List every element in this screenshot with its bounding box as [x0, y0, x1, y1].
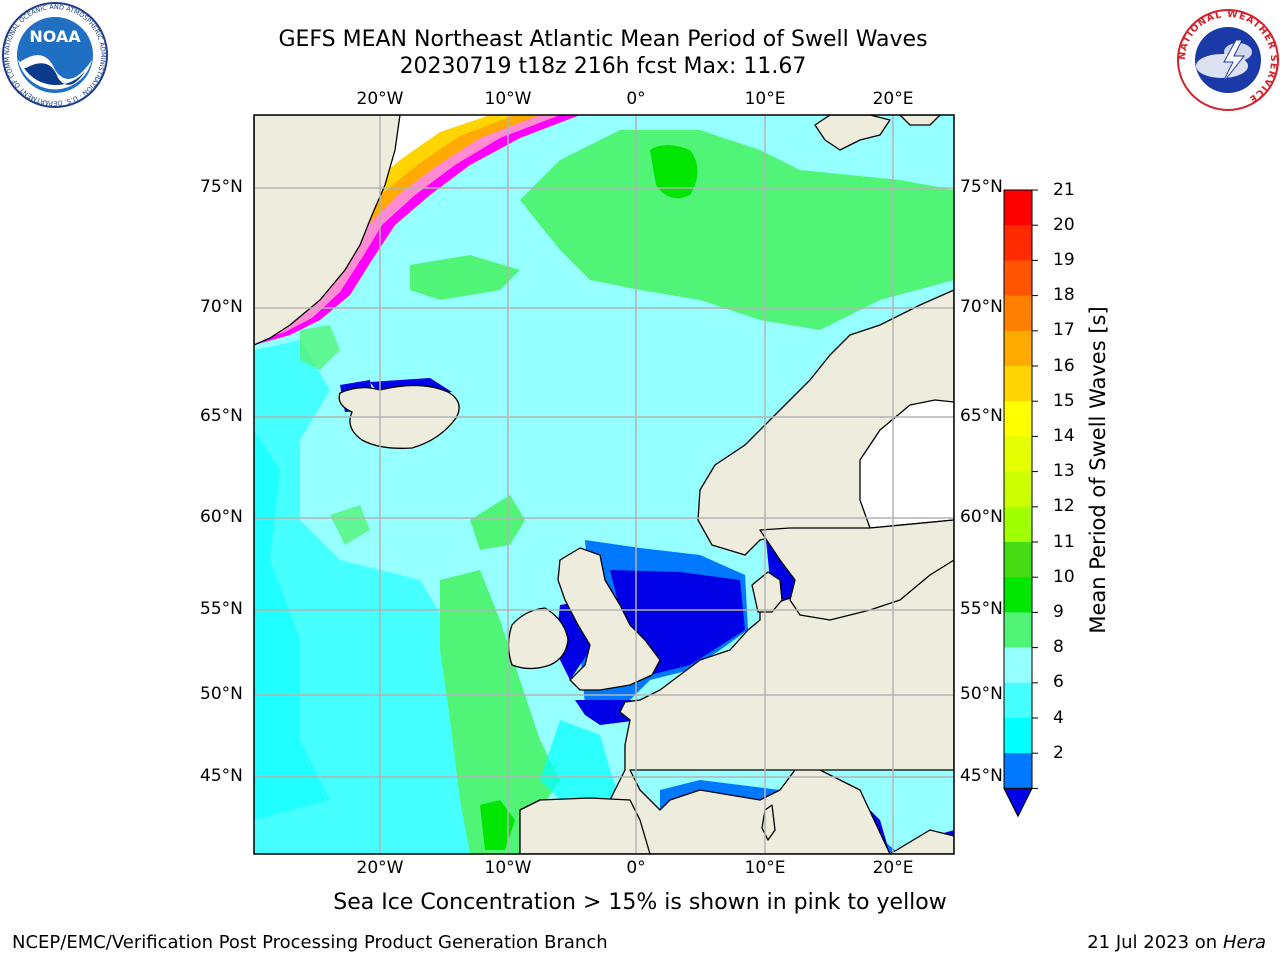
lon-label-top: 20°E: [872, 89, 914, 109]
baltic-coast: [759, 519, 954, 621]
lat-label-right: 45°N: [960, 766, 1003, 786]
lat-label-right: 60°N: [960, 507, 1003, 527]
lon-label-top: 20°W: [356, 89, 404, 109]
colorbar-segment: [1004, 190, 1032, 226]
lat-label-left: 75°N: [200, 177, 243, 197]
svalbard: [814, 115, 891, 151]
footer-branch: NCEP/EMC/Verification Post Processing Pr…: [12, 932, 608, 953]
map-frame: [253, 114, 955, 855]
ireland: [507, 607, 569, 670]
noaa-logo: NATIONAL OCEANIC AND ATMOSPHERIC ADMINIS…: [0, 0, 108, 108]
colorbar-tick-label: 21: [1053, 180, 1075, 200]
colorbar-segment: [1004, 612, 1032, 649]
land-masses: [254, 115, 954, 854]
colorbar-tick-label: 15: [1053, 391, 1075, 411]
colorbar-tick-label: 4: [1053, 708, 1064, 728]
swell-region-9s-norwegian-sea: [520, 130, 954, 330]
map-title: GEFS MEAN Northeast Atlantic Mean Period…: [278, 27, 928, 52]
colorbar-tick-label: 14: [1053, 426, 1075, 446]
colorbar-tick-label: 12: [1053, 496, 1075, 516]
colorbar-tick-label: 19: [1053, 250, 1075, 270]
footer-date: 21 Jul 2023 on Hera: [1087, 932, 1266, 953]
colorbar-label: Mean Period of Swell Waves [s]: [1086, 306, 1110, 634]
colorbar-segment: [1004, 366, 1032, 402]
colorbar-extend-arrow: [1003, 787, 1033, 818]
lat-label-right: 75°N: [960, 177, 1003, 197]
colorbar-segment: [1004, 401, 1032, 437]
colorbar-segment: [1004, 753, 1032, 789]
colorbar-segment: [1004, 225, 1032, 261]
colorbar-tick-label: 9: [1053, 602, 1064, 622]
colorbar-segment: [1004, 471, 1032, 508]
colorbar-segment: [1004, 647, 1032, 684]
footer-machine: Hera: [1222, 932, 1266, 953]
iberia: [519, 797, 651, 854]
lon-label-top: 10°W: [484, 89, 532, 109]
colorbar-segment: [1004, 436, 1032, 473]
lat-label-left: 55°N: [200, 599, 243, 619]
lat-label-right: 55°N: [960, 599, 1003, 619]
denmark: [751, 571, 783, 613]
greenland: [254, 115, 401, 346]
nws-logo: NATIONAL WEATHER SERVICE: [1177, 9, 1279, 111]
colorbar-segment: [1004, 260, 1032, 297]
colorbar-tick-label: 18: [1053, 285, 1075, 305]
colorbar-tick-label: 13: [1053, 461, 1075, 481]
graticule: [254, 115, 954, 854]
colorbar-segment: [1004, 718, 1032, 754]
colorbar: [1003, 189, 1038, 818]
colorbar-tick-label: 16: [1053, 356, 1075, 376]
swell-region-9s-atlantic: [440, 570, 560, 854]
swell-region-6s: [254, 430, 330, 820]
lon-label-bottom: 20°E: [872, 858, 914, 878]
noaa-logo-text: NOAA: [29, 27, 81, 46]
colorbar-segment: [1004, 542, 1032, 578]
map-subtitle: 20230719 t18z 216h fcst Max: 11.67: [399, 54, 807, 79]
colorbar-segment: [1004, 682, 1032, 719]
colorbar-segment: [1004, 295, 1032, 332]
lat-label-right: 50°N: [960, 684, 1003, 704]
lon-label-bottom: 10°W: [484, 858, 532, 878]
colorbar-tick-label: 8: [1053, 637, 1064, 657]
colorbar-segment: [1004, 330, 1032, 367]
colorbar-tick-label: 17: [1053, 320, 1075, 340]
colorbar-tick-label: 11: [1053, 532, 1075, 552]
colorbar-tick-label: 6: [1053, 672, 1064, 692]
great-britain: [557, 547, 661, 691]
lat-label-left: 45°N: [200, 766, 243, 786]
lon-label-bottom: 10°E: [744, 858, 786, 878]
lon-label-bottom: 0°: [626, 858, 646, 878]
lat-label-left: 60°N: [200, 507, 243, 527]
map-plot: [254, 115, 954, 854]
swell-region-10s: [650, 145, 698, 199]
colorbar-segment: [1004, 577, 1032, 613]
lon-label-bottom: 20°W: [356, 858, 404, 878]
colorbar-tick-label: 10: [1053, 567, 1075, 587]
colorbar-segment: [1004, 506, 1032, 543]
sea-ice-caption: Sea Ice Concentration > 15% is shown in …: [333, 890, 947, 915]
colorbar-frame: [1003, 189, 1033, 789]
lon-label-top: 10°E: [744, 89, 786, 109]
colorbar-tick-label: 2: [1053, 743, 1064, 763]
lat-label-left: 65°N: [200, 406, 243, 426]
lat-label-right: 65°N: [960, 406, 1003, 426]
lat-label-left: 70°N: [200, 297, 243, 317]
lat-label-right: 70°N: [960, 297, 1003, 317]
lat-label-left: 50°N: [200, 684, 243, 704]
lon-label-top: 0°: [626, 89, 646, 109]
footer-date-text: 21 Jul 2023 on: [1087, 932, 1223, 953]
colorbar-tick-label: 20: [1053, 215, 1075, 235]
